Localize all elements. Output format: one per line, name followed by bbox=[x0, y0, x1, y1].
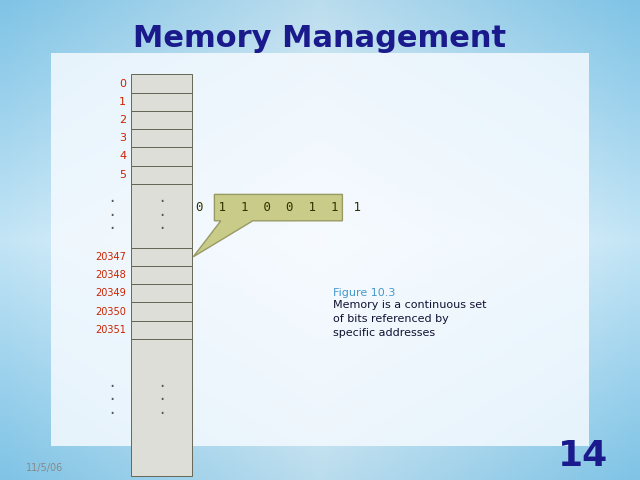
Text: ·: · bbox=[159, 220, 164, 238]
Text: 1: 1 bbox=[119, 97, 126, 107]
Text: ·: · bbox=[109, 193, 115, 211]
Text: 0  1  1  0  0  1  1  1: 0 1 1 0 0 1 1 1 bbox=[196, 201, 361, 214]
Bar bbox=[131, 166, 192, 184]
Bar bbox=[131, 111, 192, 129]
Text: ·: · bbox=[159, 207, 164, 225]
Bar bbox=[131, 147, 192, 166]
Text: Memory Management: Memory Management bbox=[133, 24, 507, 53]
Text: ·: · bbox=[159, 405, 164, 423]
Bar bbox=[131, 129, 192, 147]
Text: ·: · bbox=[109, 378, 115, 396]
Text: Memory is a continuous set
of bits referenced by
specific addresses: Memory is a continuous set of bits refer… bbox=[333, 300, 486, 338]
Text: ·: · bbox=[159, 392, 164, 409]
Text: 20349: 20349 bbox=[95, 288, 126, 298]
Text: ·: · bbox=[109, 405, 115, 423]
Bar bbox=[131, 74, 192, 93]
Text: 20347: 20347 bbox=[95, 252, 126, 262]
Text: ·: · bbox=[159, 378, 164, 396]
Text: ·: · bbox=[109, 207, 115, 225]
Bar bbox=[131, 184, 192, 248]
Bar bbox=[131, 321, 192, 339]
Bar bbox=[131, 93, 192, 111]
Text: 20348: 20348 bbox=[95, 270, 126, 280]
Text: 11/5/06: 11/5/06 bbox=[26, 463, 63, 473]
Text: 14: 14 bbox=[557, 439, 608, 473]
Text: ·: · bbox=[109, 392, 115, 409]
Text: ·: · bbox=[159, 193, 164, 211]
Text: 0: 0 bbox=[119, 79, 126, 88]
Text: 5: 5 bbox=[119, 170, 126, 180]
Bar bbox=[131, 266, 192, 284]
Text: ·: · bbox=[109, 220, 115, 238]
Bar bbox=[131, 248, 192, 266]
Bar bbox=[131, 302, 192, 321]
Text: 4: 4 bbox=[119, 152, 126, 161]
Text: 20351: 20351 bbox=[95, 325, 126, 335]
Bar bbox=[131, 284, 192, 302]
Text: 3: 3 bbox=[119, 133, 126, 143]
Text: 20350: 20350 bbox=[95, 307, 126, 316]
Polygon shape bbox=[193, 194, 342, 257]
Text: Figure 10.3: Figure 10.3 bbox=[333, 288, 395, 298]
Bar bbox=[131, 339, 192, 476]
FancyBboxPatch shape bbox=[51, 53, 589, 446]
Text: 2: 2 bbox=[119, 115, 126, 125]
